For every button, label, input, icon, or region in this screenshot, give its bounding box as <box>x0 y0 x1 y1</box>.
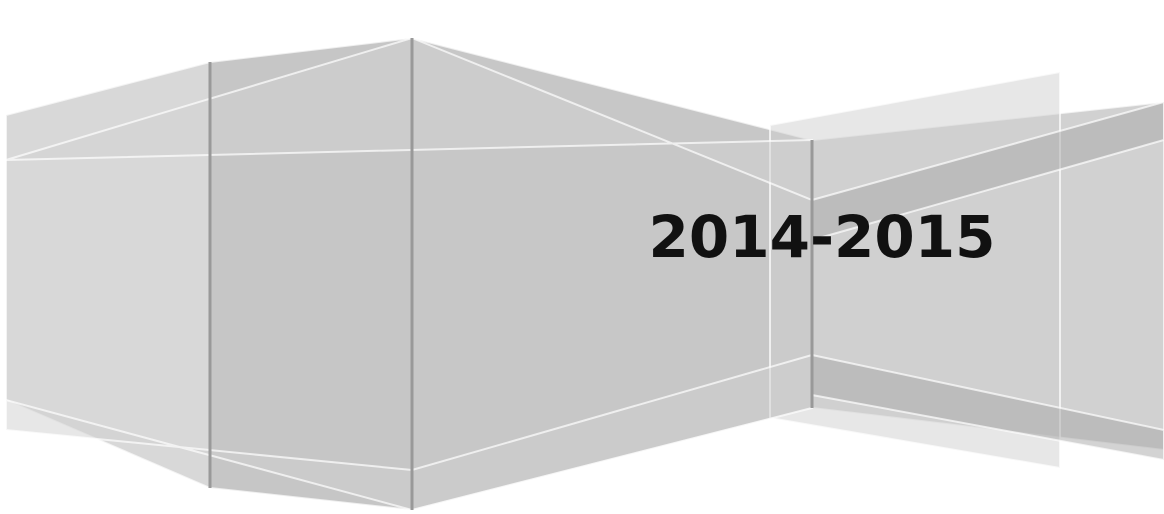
background-shapes <box>6 38 1164 510</box>
page: 2014-2015 (() => { const data = JSON.par… <box>0 0 1164 514</box>
year-title: 2014-2015 <box>649 203 996 271</box>
cover-graphic: 2014-2015 <box>0 0 1164 514</box>
